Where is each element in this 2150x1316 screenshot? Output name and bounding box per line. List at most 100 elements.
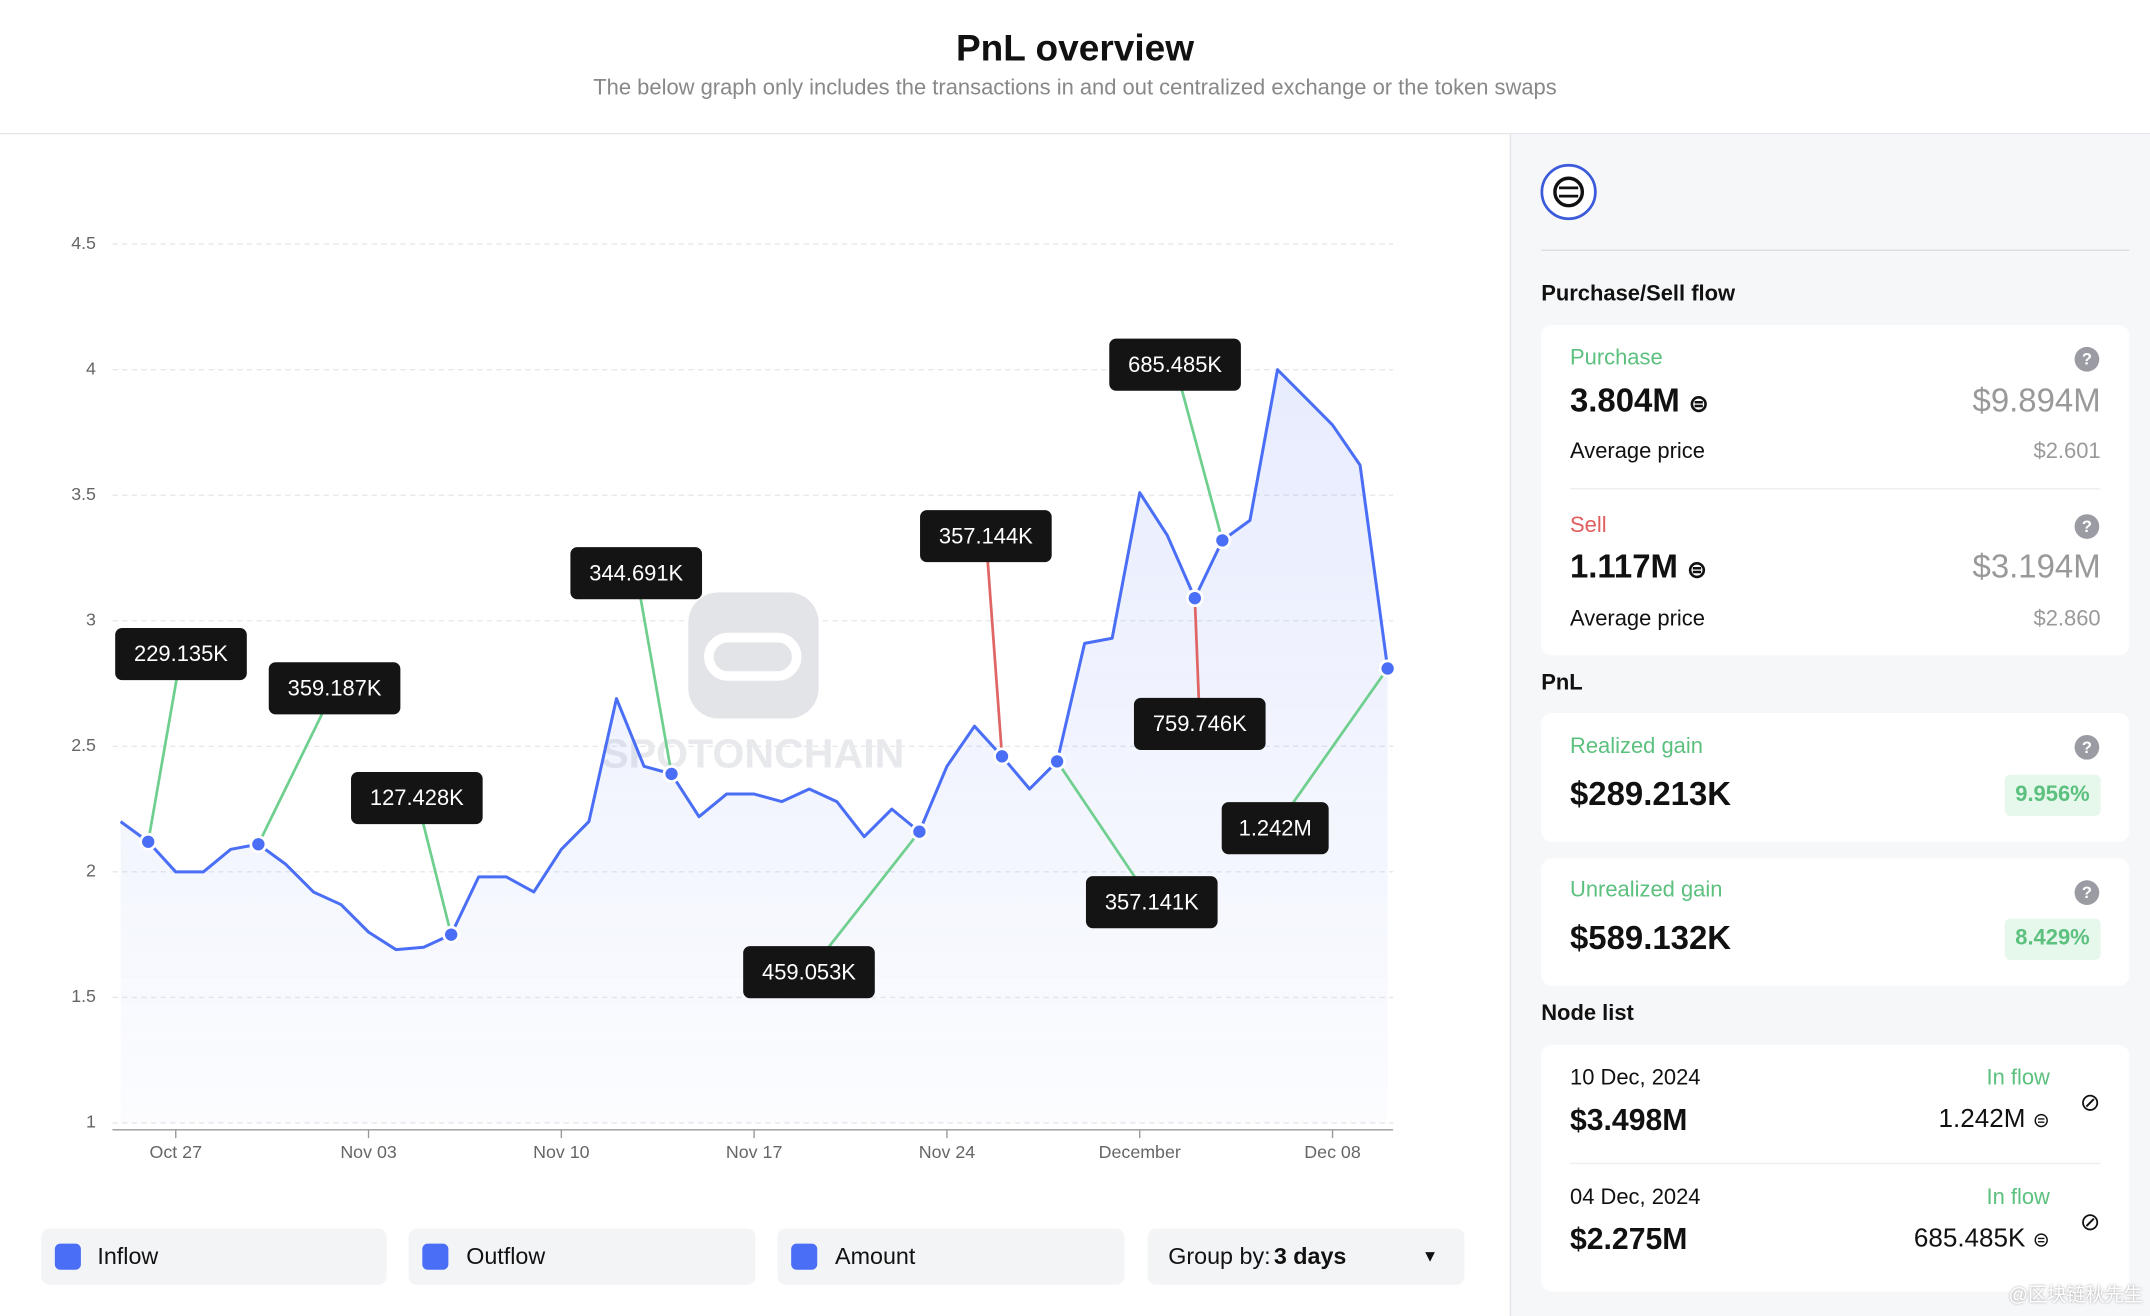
outflow-toggle[interactable]: Outflow [408,1228,756,1285]
x-tick-label: Nov 24 [919,1142,976,1162]
checkbox[interactable] [422,1243,449,1270]
callout-box [920,510,1052,563]
dropdown-arrow: ▼ [1421,1246,1439,1266]
callout-label: 685.485K [1128,352,1222,377]
y-tick-label: 2.5 [71,735,96,755]
connector [634,572,673,775]
label: Realized gain [1569,734,1703,759]
checkbox[interactable] [791,1243,818,1270]
connector [146,653,183,842]
callout-label: 344.691K [589,560,683,585]
help-icon[interactable]: ? [2074,514,2100,539]
x-tick-label: Nov 17 [726,1142,783,1162]
y-tick-label: 3 [86,609,96,629]
divider [1569,1162,2101,1165]
x-tick-label: December [1099,1142,1181,1162]
amount: 3.804M [1569,382,1680,420]
title: PnL overview [955,27,1194,69]
x-tick-label: Dec 08 [1304,1142,1361,1162]
y-tick-label: 4 [86,358,96,378]
purchase-usd: $9.894M [1972,382,2101,420]
label: Unrealized gain [1569,878,1723,903]
avg-price: $2.860 [2033,607,2101,631]
node-amount: 685.485K ⊜ [1913,1224,2050,1254]
callout-box [115,627,247,681]
y-tick-label: 3.5 [71,484,96,504]
amount: 1.242M [1938,1105,2026,1134]
flow-marker [442,925,461,944]
value: $289.213K [1569,776,1732,814]
realized-card: Realized gain ? $289.213K 9.956% [1541,713,2130,842]
legend-label: Outflow [466,1243,546,1270]
callout-label: 1.242M [1239,815,1312,840]
help-icon[interactable]: ? [2074,734,2100,760]
avg-label: Average price [1569,440,1705,464]
unrealized-card: Unrealized gain ? $589.132K 8.429% [1541,858,2130,986]
divider [1541,249,2130,251]
callout-box [743,946,875,999]
y-tick-label: 2 [86,861,96,881]
callout-box [1133,697,1266,751]
hide-icon[interactable]: ⊘ [2079,1208,2101,1236]
inflow-toggle[interactable]: Inflow [41,1228,387,1285]
token-icon [1540,163,1597,221]
callout-box [1085,876,1218,929]
flow-marker [1213,531,1232,550]
area [120,369,1388,1123]
flow-marker [139,832,158,851]
x-tick-label: Nov 03 [340,1142,397,1162]
divider [1569,488,2101,490]
group-label: Group by: [1168,1243,1271,1270]
callout-label: 459.053K [762,959,856,984]
flow-marker [662,765,681,783]
connector [984,536,1004,757]
help-icon[interactable]: ? [2074,346,2100,372]
node-date: 04 Dec, 2024 [1569,1186,1701,1210]
node-amount: 1.242M ⊜ [1938,1105,2050,1134]
connector [1274,667,1389,829]
callout-label: 759.746K [1153,711,1247,736]
subtitle: The below graph only includes the transa… [593,76,1557,101]
flow-card: Purchase ? 3.804M ⊜ $9.894M Average pric… [1541,324,2130,656]
flow-marker [1378,659,1397,678]
flow-marker [1185,589,1204,608]
header: PnL overview The below graph only includ… [0,0,2150,135]
price-line [119,368,1390,952]
sell-usd: $3.194M [1972,548,2101,586]
hide-icon[interactable]: ⊘ [2079,1088,2101,1117]
section-title: Purchase/Sell flow [1541,282,1736,306]
amount-toggle[interactable]: Amount [777,1228,1125,1285]
callout-box [1221,802,1329,855]
callout-label: 359.187K [288,675,382,700]
flow-marker [993,747,1011,766]
x-tick-label: Oct 27 [150,1142,203,1162]
node-flow: In flow [1986,1186,2050,1210]
callout-label: 229.135K [134,641,228,666]
node-usd: $3.498M [1569,1102,1688,1137]
section-title: Node list [1541,1002,1634,1026]
legend-label: Inflow [97,1243,159,1270]
node-date: 10 Dec, 2024 [1569,1066,1701,1091]
callout-label: 357.141K [1105,889,1199,914]
avg-price: $2.601 [2033,440,2101,464]
callout-box [1109,338,1241,391]
help-icon[interactable]: ? [2074,880,2100,905]
pct: 9.956% [2004,774,2101,816]
callouts [146,364,1389,974]
value: $589.132K [1569,920,1732,958]
connector [1173,364,1224,541]
pct: 8.429% [2004,918,2101,960]
checkbox[interactable] [54,1243,81,1270]
purchase-label: Purchase [1569,346,1663,371]
sell-amount: 1.117M ⊜ [1569,548,1707,586]
node-card: 10 Dec, 2024 $3.498M In flow 1.242M ⊜ ⊘ … [1541,1044,2130,1292]
y-tick-label: 1.5 [71,986,96,1006]
amount: 685.485K [1913,1224,2026,1254]
x-tick-label: Nov 10 [533,1142,590,1162]
group-by[interactable]: Group by: 3 days ▼ [1147,1228,1465,1285]
node-flow: In flow [1986,1066,2050,1091]
callout-label: 357.144K [939,523,1033,548]
